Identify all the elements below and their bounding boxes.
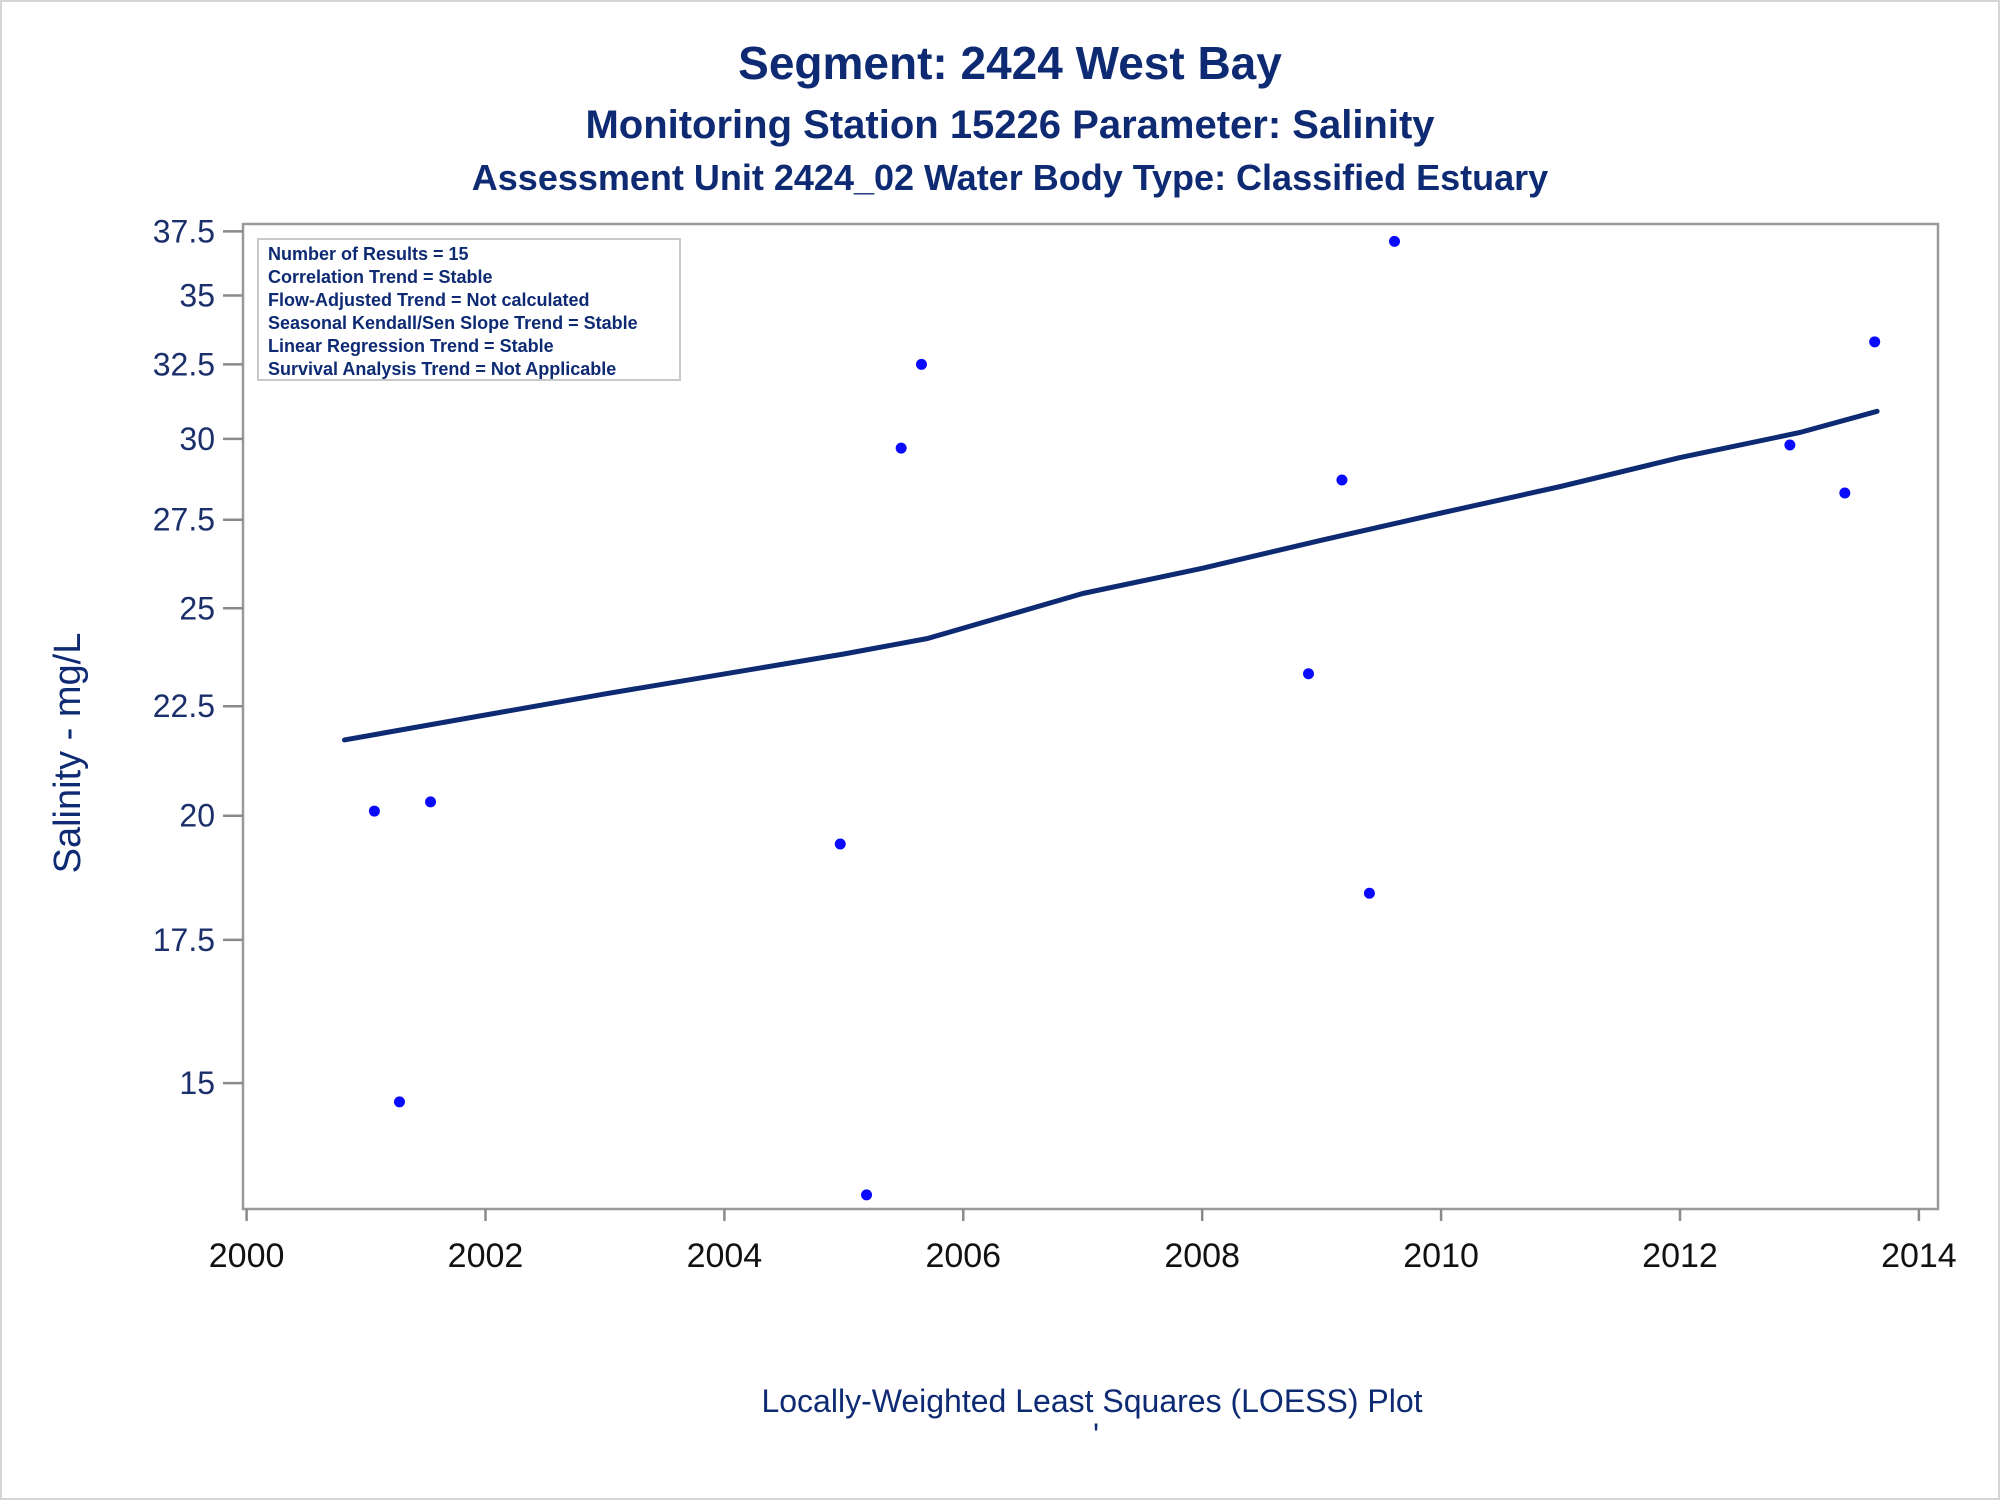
x-tick-label: 2008 xyxy=(1164,1237,1240,1275)
data-point xyxy=(1784,439,1796,451)
data-point xyxy=(393,1096,405,1108)
y-tick-label: 25 xyxy=(179,590,215,626)
stats-inset: Number of Results = 15 Correlation Trend… xyxy=(257,238,681,381)
y-tick-label: 30 xyxy=(179,421,215,457)
y-tick-label: 27.5 xyxy=(153,502,215,538)
footnote-mark: ' xyxy=(1093,1417,1099,1453)
stats-line-5: Linear Regression Trend = Stable xyxy=(268,336,554,356)
data-point xyxy=(861,1189,873,1201)
x-tick-label: 2006 xyxy=(925,1237,1001,1275)
data-point xyxy=(915,358,927,370)
stats-line-3: Flow-Adjusted Trend = Not calculated xyxy=(268,290,590,310)
chart-title: Segment: 2424 West Bay xyxy=(738,37,1282,89)
y-tick-label: 22.5 xyxy=(153,688,215,724)
data-point xyxy=(1363,887,1375,899)
y-tick-label: 15 xyxy=(179,1065,215,1101)
x-tick-label: 2010 xyxy=(1403,1237,1479,1275)
x-axis: 2000 2002 2004 2006 2008 2010 2012 2014 xyxy=(209,1209,1957,1275)
x-tick-label: 2014 xyxy=(1881,1237,1957,1275)
stats-line-6: Survival Analysis Trend = Not Applicable xyxy=(268,359,616,379)
data-point xyxy=(834,838,846,850)
footnote: Locally-Weighted Least Squares (LOESS) P… xyxy=(761,1383,1422,1419)
data-point xyxy=(1869,336,1881,348)
y-tick-label: 20 xyxy=(179,798,215,834)
y-tick-label: 32.5 xyxy=(153,346,215,382)
chart-subtitle-2: Assessment Unit 2424_02 Water Body Type:… xyxy=(472,157,1548,198)
stats-line-4: Seasonal Kendall/Sen Slope Trend = Stabl… xyxy=(268,313,638,333)
x-tick-label: 2002 xyxy=(448,1237,524,1275)
data-point xyxy=(1389,235,1401,247)
x-tick-label: 2004 xyxy=(687,1237,763,1275)
x-tick-label: 2012 xyxy=(1642,1237,1718,1275)
data-point xyxy=(368,805,380,817)
stats-line-2: Correlation Trend = Stable xyxy=(268,267,493,287)
stats-inset-box xyxy=(257,238,681,381)
data-point xyxy=(1839,487,1851,499)
y-tick-label: 35 xyxy=(179,278,215,314)
x-tick-label: 2000 xyxy=(209,1237,285,1275)
stats-line-1: Number of Results = 15 xyxy=(268,244,469,264)
y-axis: 15 17.5 20 22.5 25 27.5 30 32.5 35 37.5 xyxy=(153,213,243,1101)
data-point xyxy=(1302,668,1314,680)
data-point xyxy=(1336,474,1348,486)
data-point xyxy=(895,442,907,454)
data-point xyxy=(425,796,437,808)
y-axis-label: Salinity - mg/L xyxy=(47,633,89,874)
chart-subtitle: Monitoring Station 15226 Parameter: Sali… xyxy=(585,103,1435,147)
y-tick-label: 17.5 xyxy=(153,922,215,958)
plot-area xyxy=(241,222,1940,1211)
loess-trend-line xyxy=(342,408,1880,743)
y-tick-label: 37.5 xyxy=(153,213,215,249)
